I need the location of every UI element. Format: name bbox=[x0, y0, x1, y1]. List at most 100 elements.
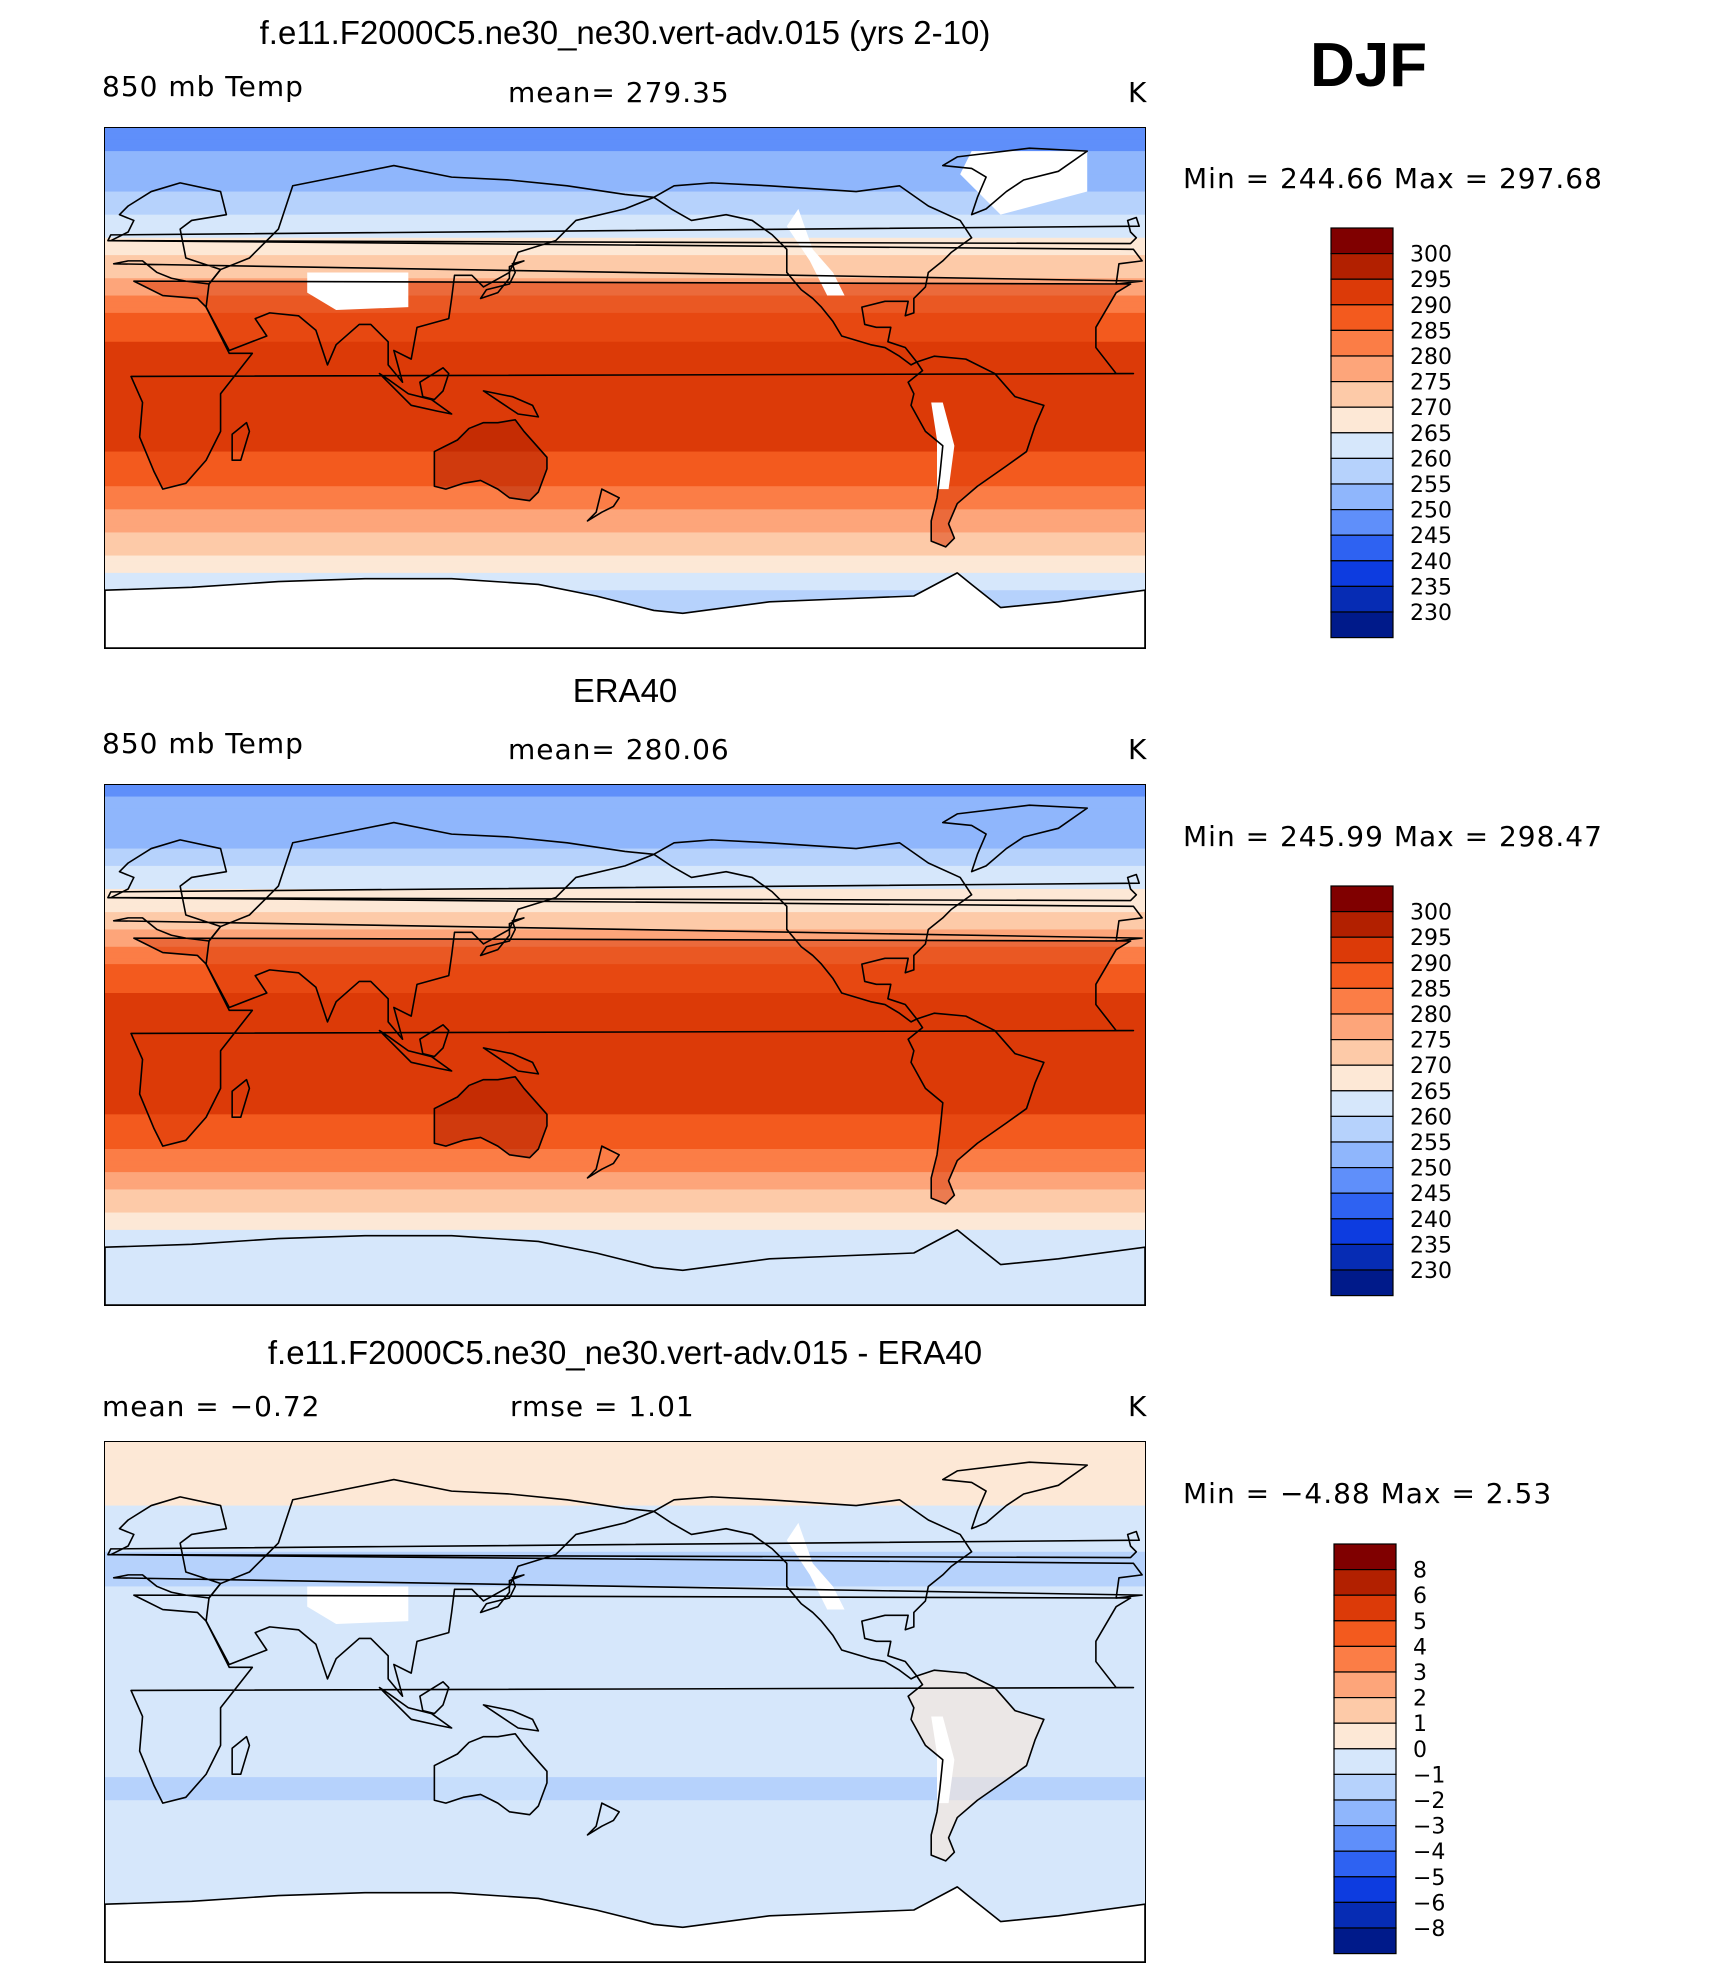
lat-band bbox=[105, 1201, 1145, 1208]
panel-3-units-label: K bbox=[1128, 1390, 1148, 1423]
lat-band bbox=[105, 1120, 1145, 1127]
lat-band bbox=[105, 1229, 1145, 1237]
colorbar-swatch bbox=[1330, 987, 1394, 1015]
lat-band bbox=[105, 819, 1145, 827]
lat-band bbox=[105, 1511, 1145, 1518]
colorbar-tick-label: 5 bbox=[1413, 1610, 1427, 1635]
lat-band bbox=[105, 555, 1145, 562]
lat-band bbox=[105, 596, 1145, 603]
coastline-japan bbox=[479, 260, 525, 300]
lat-band bbox=[105, 1806, 1145, 1813]
lat-band bbox=[105, 572, 1145, 580]
lat-band bbox=[105, 237, 1145, 245]
lat-band bbox=[105, 422, 1145, 430]
lat-band bbox=[105, 457, 1145, 464]
lat-band bbox=[105, 1736, 1145, 1744]
panel-2-units-label: K bbox=[1128, 733, 1148, 766]
colorbar-tick-label: −1 bbox=[1413, 1763, 1445, 1788]
lat-band bbox=[105, 1258, 1145, 1266]
colorbar-tick-label: 240 bbox=[1410, 1208, 1452, 1233]
lat-band bbox=[105, 538, 1145, 545]
coastline-greenland bbox=[941, 1461, 1089, 1530]
lat-band bbox=[105, 1592, 1145, 1599]
coastline-europe bbox=[109, 1496, 1143, 1599]
colorbar-swatch bbox=[1330, 457, 1394, 485]
lat-band bbox=[105, 1453, 1145, 1460]
lat-band bbox=[105, 214, 1145, 222]
colorbar-swatch bbox=[1330, 936, 1394, 964]
antarctica-missing bbox=[105, 572, 1145, 648]
lat-band bbox=[105, 133, 1145, 141]
colorbar-swatch bbox=[1330, 560, 1394, 587]
colorbar-swatch bbox=[1333, 1773, 1397, 1801]
lat-band bbox=[105, 1212, 1145, 1219]
map-canvas bbox=[105, 1442, 1145, 1962]
lat-band bbox=[105, 796, 1145, 803]
lat-band bbox=[105, 255, 1145, 262]
panel-2-title: ERA40 bbox=[572, 672, 678, 709]
lat-band bbox=[105, 1195, 1145, 1202]
lat-band bbox=[105, 243, 1145, 250]
lat-band bbox=[105, 1574, 1145, 1582]
lat-band bbox=[105, 1771, 1145, 1778]
lat-band bbox=[105, 1765, 1145, 1772]
colorbar-swatch bbox=[1330, 1192, 1394, 1220]
coastline-africa bbox=[130, 280, 1135, 490]
lat-band bbox=[105, 1253, 1145, 1260]
lat-band bbox=[105, 203, 1145, 210]
lat-band bbox=[105, 1586, 1145, 1593]
colorbar-swatch bbox=[1330, 1141, 1394, 1169]
colorbar-swatch bbox=[1330, 962, 1394, 990]
colorbar-swatch bbox=[1330, 253, 1394, 280]
coastline-newzealand bbox=[586, 1145, 621, 1179]
lat-band bbox=[105, 1177, 1145, 1185]
colorbar-tick-label: 285 bbox=[1410, 977, 1452, 1002]
colorbar-swatch bbox=[1330, 1218, 1394, 1245]
lat-band bbox=[105, 1102, 1145, 1110]
lat-band bbox=[105, 1673, 1145, 1680]
colorbar-tick-label: 265 bbox=[1410, 422, 1452, 447]
lat-band bbox=[105, 1910, 1145, 1917]
coastline-newguinea bbox=[482, 1047, 540, 1075]
lat-band bbox=[105, 1241, 1145, 1248]
lat-band bbox=[105, 1534, 1145, 1541]
lat-band bbox=[105, 1615, 1145, 1622]
map-canvas bbox=[105, 785, 1145, 1305]
lat-band bbox=[105, 1794, 1145, 1801]
land-anomaly bbox=[908, 1013, 1044, 1204]
lat-band bbox=[105, 544, 1145, 551]
lat-band bbox=[105, 1707, 1145, 1715]
colorbar-tick-label: 280 bbox=[1410, 1003, 1452, 1028]
colorbar-tick-label: 8 bbox=[1413, 1559, 1427, 1584]
coastline-samerica bbox=[907, 1012, 1045, 1205]
lat-band bbox=[105, 1062, 1145, 1069]
lat-band bbox=[105, 128, 1145, 135]
coastline-antarctica bbox=[105, 1229, 1145, 1305]
colorbar-swatch bbox=[1333, 1722, 1397, 1750]
lat-band bbox=[105, 151, 1145, 158]
lat-band bbox=[105, 1886, 1145, 1894]
colorbar-tick-label: −3 bbox=[1413, 1815, 1445, 1840]
panel-1-map bbox=[104, 127, 1146, 649]
coastline-namerica bbox=[653, 1496, 973, 1680]
lat-band bbox=[105, 1276, 1145, 1283]
lat-band bbox=[105, 272, 1145, 279]
season-label: DJF bbox=[1310, 31, 1428, 100]
coastline-samerica bbox=[907, 355, 1045, 548]
lat-band bbox=[105, 399, 1145, 406]
lat-band bbox=[105, 1045, 1145, 1052]
lat-band bbox=[105, 156, 1145, 164]
colorbar-tick-label: 300 bbox=[1410, 901, 1452, 926]
lat-band bbox=[105, 1299, 1145, 1305]
lat-band bbox=[105, 584, 1145, 591]
antarctica-missing bbox=[105, 1886, 1145, 1962]
lat-band bbox=[105, 1840, 1145, 1848]
lat-band bbox=[105, 185, 1145, 193]
colorbar-swatch bbox=[1333, 1876, 1397, 1903]
colorbar-tick-label: 2 bbox=[1413, 1687, 1427, 1712]
lat-band bbox=[105, 813, 1145, 821]
lat-band bbox=[105, 900, 1145, 907]
lat-band bbox=[105, 1777, 1145, 1784]
lat-band bbox=[105, 1621, 1145, 1628]
lat-band bbox=[105, 1661, 1145, 1668]
